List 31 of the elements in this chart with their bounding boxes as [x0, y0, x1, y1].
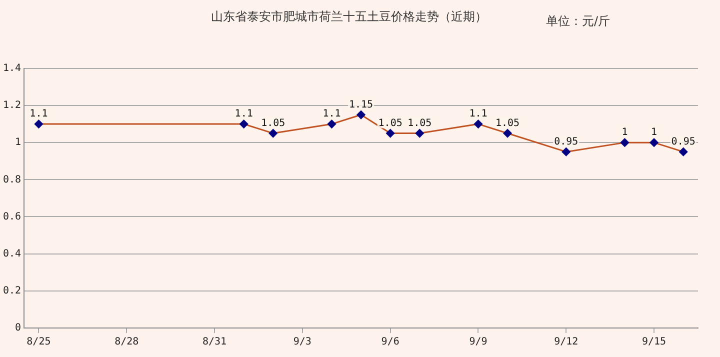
data-label: 1 [622, 127, 628, 138]
x-tick-label: 9/9 [469, 336, 488, 348]
y-tick-label: 1.2 [3, 100, 22, 112]
data-label: 1.1 [30, 108, 48, 120]
y-tick-label: 0 [15, 322, 22, 334]
x-tick-label: 8/25 [26, 336, 51, 348]
y-tick-label: 0.2 [3, 286, 22, 297]
x-tick-label: 8/31 [202, 336, 227, 348]
data-label: 1.05 [496, 118, 520, 129]
chart-title: 山东省泰安市肥城市荷兰十五土豆价格走势（近期） [211, 9, 487, 24]
data-label: 0.95 [671, 136, 696, 148]
x-tick-label: 8/28 [114, 336, 139, 348]
data-label: 1.15 [348, 99, 374, 110]
data-label: 1 [651, 127, 658, 138]
data-label: 1.05 [408, 118, 432, 129]
x-tick-label: 9/15 [642, 336, 666, 348]
x-tick-label: 9/6 [381, 336, 400, 348]
y-tick-label: 1 [15, 137, 22, 148]
y-tick-label: 0.6 [3, 211, 22, 222]
text: 单位：元/斤 [546, 14, 610, 28]
data-label: 1.05 [261, 118, 286, 129]
y-tick-label: 0.8 [3, 174, 22, 186]
x-tick-label: 9/3 [293, 336, 312, 348]
data-label: 0.95 [554, 136, 578, 148]
x-tick-label: 9/12 [554, 336, 578, 348]
y-tick-label: 1.4 [3, 62, 22, 74]
data-label: 1.1 [322, 108, 341, 120]
data-label: 1.05 [378, 118, 402, 129]
data-label: 1.1 [234, 108, 253, 120]
y-tick-label: 0.4 [3, 248, 22, 260]
data-label: 1.1 [469, 108, 488, 120]
